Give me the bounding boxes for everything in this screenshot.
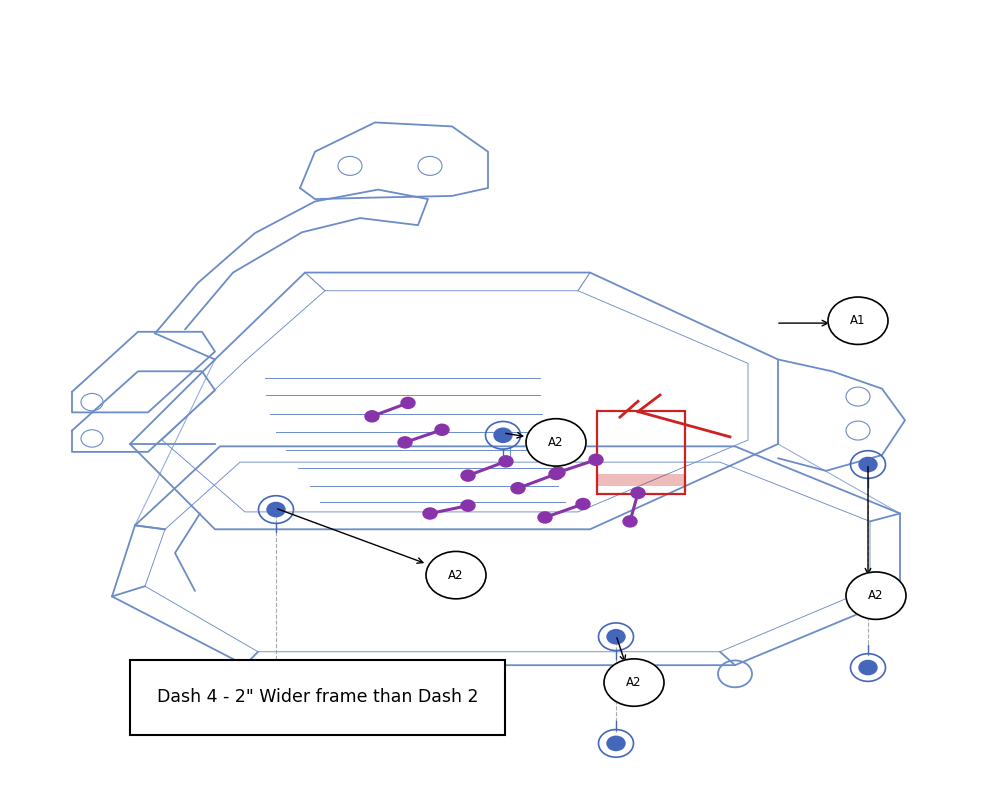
Text: A2: A2 (626, 676, 642, 689)
Circle shape (499, 456, 513, 467)
Circle shape (461, 500, 475, 511)
Circle shape (365, 411, 379, 422)
Text: A2: A2 (868, 589, 884, 602)
Text: A2: A2 (548, 436, 564, 449)
Bar (597, 474, 685, 486)
Text: A2: A2 (448, 569, 464, 581)
Circle shape (631, 487, 645, 498)
Bar (597, 411, 685, 494)
Circle shape (549, 468, 563, 480)
Circle shape (604, 659, 664, 706)
Circle shape (859, 660, 877, 675)
Circle shape (461, 470, 475, 481)
Circle shape (576, 498, 590, 510)
Circle shape (846, 572, 906, 619)
Circle shape (267, 502, 285, 517)
Circle shape (828, 297, 888, 344)
Circle shape (423, 508, 437, 519)
Circle shape (551, 467, 565, 478)
Text: A1: A1 (850, 314, 866, 327)
Circle shape (623, 516, 637, 527)
Circle shape (511, 483, 525, 494)
Circle shape (607, 630, 625, 644)
FancyBboxPatch shape (130, 660, 505, 735)
Circle shape (494, 428, 512, 442)
Circle shape (398, 437, 412, 448)
Circle shape (435, 424, 449, 435)
Circle shape (267, 678, 285, 692)
Circle shape (426, 551, 486, 599)
Circle shape (401, 397, 415, 408)
Circle shape (589, 454, 603, 465)
Circle shape (607, 736, 625, 750)
Circle shape (538, 512, 552, 523)
Text: Dash 4 - 2" Wider frame than Dash 2: Dash 4 - 2" Wider frame than Dash 2 (157, 688, 478, 706)
Circle shape (526, 419, 586, 466)
Circle shape (859, 457, 877, 472)
